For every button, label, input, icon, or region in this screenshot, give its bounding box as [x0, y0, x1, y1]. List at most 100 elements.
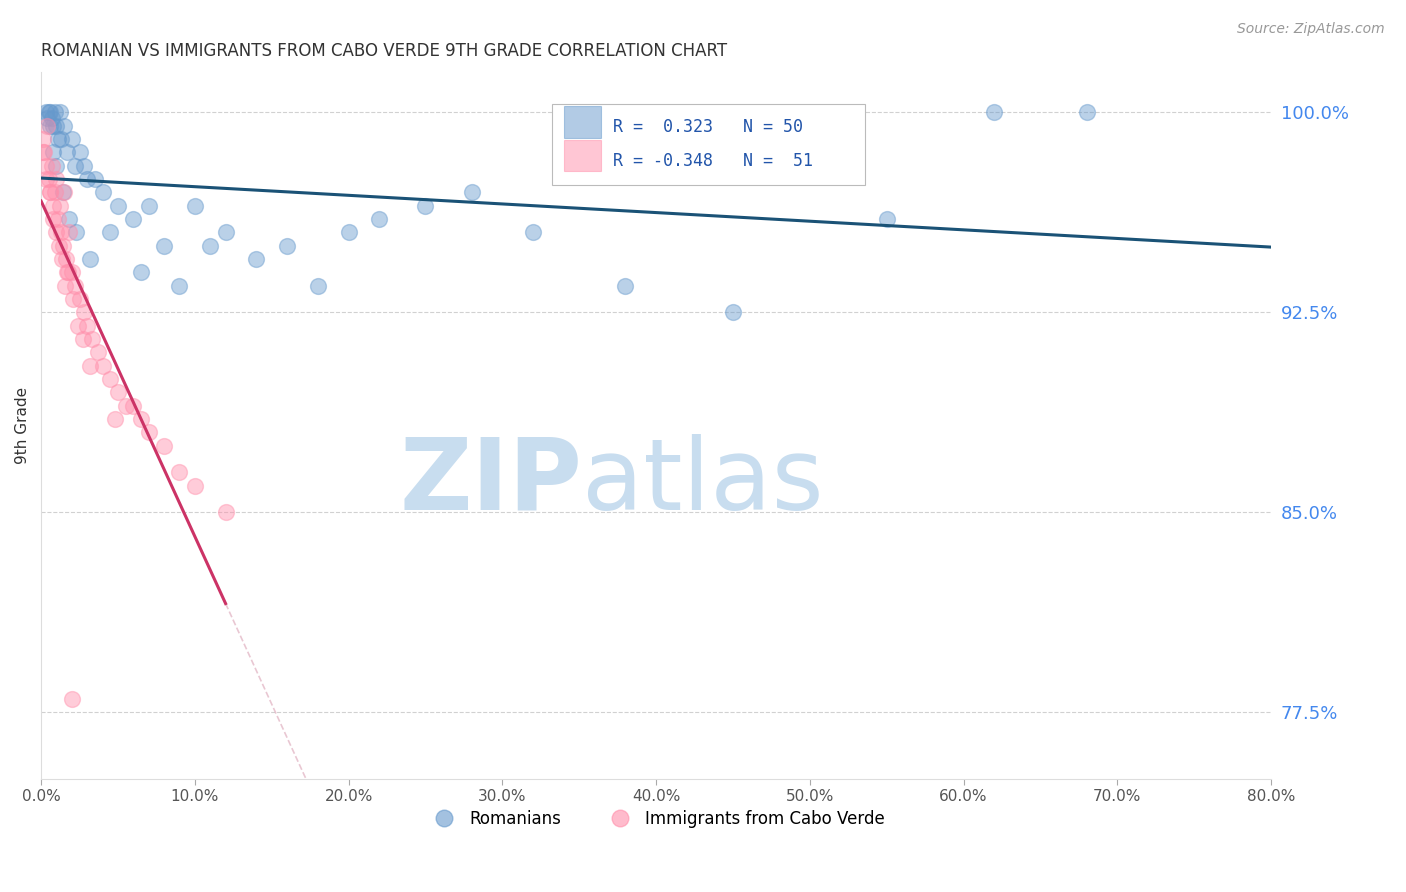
Point [84, 172, 107, 186]
Text: ZIP: ZIP [399, 434, 582, 531]
Text: ROMANIAN VS IMMIGRANTS FROM CABO VERDE 9TH GRADE CORRELATION CHART: ROMANIAN VS IMMIGRANTS FROM CABO VERDE 9… [41, 42, 727, 60]
Point [60, 265, 83, 279]
Text: R = -0.348   N =  51: R = -0.348 N = 51 [613, 153, 813, 170]
Legend: Romanians, Immigrants from Cabo Verde: Romanians, Immigrants from Cabo Verde [422, 803, 891, 834]
Point [614, 278, 637, 293]
Point [60, 132, 83, 146]
Point [153, 238, 176, 252]
Point [32, 145, 55, 160]
Point [200, 238, 222, 252]
Point [62, 292, 84, 306]
Point [41, 159, 63, 173]
Point [38, 105, 60, 120]
Point [53, 186, 76, 200]
Point [35, 105, 58, 120]
Point [983, 105, 1005, 120]
Point [41, 212, 63, 227]
Point [91, 359, 114, 373]
Point [73, 159, 96, 173]
Point [1076, 105, 1098, 120]
Point [76, 172, 98, 186]
Point [42, 145, 65, 160]
Point [460, 186, 482, 200]
Point [45, 172, 67, 186]
Point [138, 425, 160, 440]
Point [58, 226, 80, 240]
Point [51, 252, 73, 266]
Point [52, 186, 75, 200]
Point [63, 159, 86, 173]
Point [44, 186, 66, 200]
Point [45, 119, 67, 133]
Point [48, 199, 70, 213]
Point [65, 226, 87, 240]
Point [184, 199, 207, 213]
Point [122, 212, 145, 227]
Text: R =  0.323   N = 50: R = 0.323 N = 50 [613, 119, 803, 136]
Point [49, 226, 72, 240]
Point [35, 172, 58, 186]
Point [53, 119, 76, 133]
Point [46, 132, 69, 146]
Point [72, 332, 94, 346]
Point [42, 199, 65, 213]
Point [42, 119, 65, 133]
Bar [564, 106, 600, 138]
Point [55, 252, 77, 266]
Point [56, 265, 79, 279]
Point [107, 199, 129, 213]
Point [37, 111, 59, 125]
Point [38, 186, 60, 200]
Point [368, 212, 391, 227]
Point [337, 226, 360, 240]
Point [80, 332, 103, 346]
Point [522, 226, 544, 240]
Point [87, 345, 110, 359]
Point [66, 318, 89, 333]
Point [53, 278, 76, 293]
Point [60, 692, 83, 706]
Point [79, 252, 101, 266]
Point [39, 105, 62, 120]
Point [129, 412, 152, 426]
Bar [564, 139, 600, 171]
Point [46, 212, 69, 227]
Point [104, 412, 127, 426]
Point [91, 186, 114, 200]
Point [276, 238, 298, 252]
Text: atlas: atlas [582, 434, 824, 531]
Point [721, 305, 744, 319]
Point [58, 212, 80, 227]
Point [98, 372, 121, 386]
Point [169, 278, 191, 293]
Point [98, 226, 121, 240]
Point [876, 212, 898, 227]
Point [69, 145, 91, 160]
Point [73, 305, 96, 319]
Point [41, 111, 63, 125]
Point [31, 132, 53, 146]
Point [39, 119, 62, 133]
Point [107, 385, 129, 400]
Y-axis label: 9th Grade: 9th Grade [15, 387, 30, 464]
Point [44, 105, 66, 120]
Point [153, 439, 176, 453]
Point [37, 119, 59, 133]
Point [307, 278, 329, 293]
Point [114, 399, 136, 413]
Point [63, 278, 86, 293]
Point [214, 505, 236, 519]
Point [48, 238, 70, 252]
Point [245, 252, 267, 266]
Point [415, 199, 437, 213]
Point [129, 265, 152, 279]
Point [138, 199, 160, 213]
Point [169, 466, 191, 480]
Point [214, 226, 236, 240]
FancyBboxPatch shape [551, 104, 865, 186]
Point [49, 132, 72, 146]
Point [45, 226, 67, 240]
Point [39, 186, 62, 200]
Point [32, 145, 55, 160]
Point [76, 318, 98, 333]
